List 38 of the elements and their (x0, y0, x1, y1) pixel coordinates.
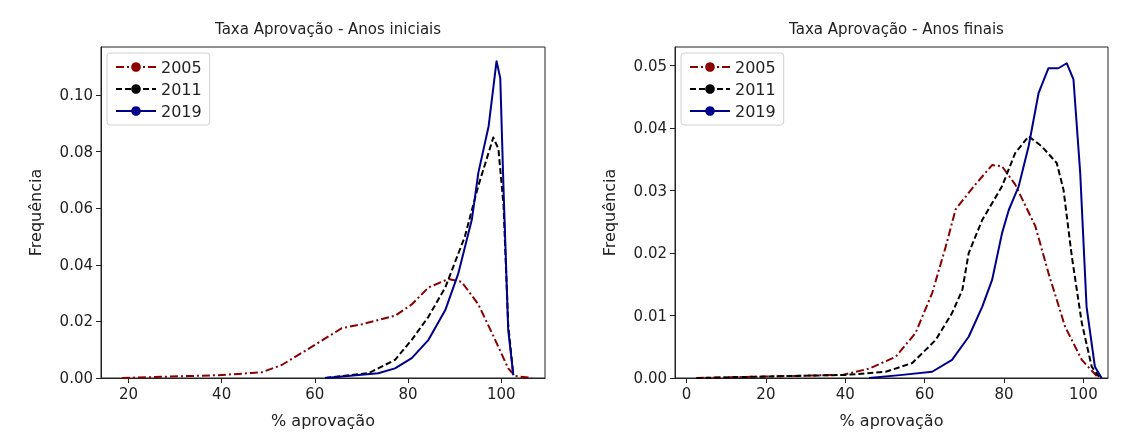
chart-title: Taxa Aprovação - Anos iniciais (213, 19, 442, 38)
x-tick-label: 80 (398, 384, 418, 403)
y-tick-label: 0.02 (59, 312, 93, 331)
x-tick-label: 100 (486, 384, 516, 403)
legend-label: 2011 (161, 79, 202, 99)
legend-label: 2019 (161, 101, 202, 121)
y-tick-label: 0.01 (633, 306, 667, 325)
y-tick-label: 0.04 (59, 255, 93, 274)
x-tick-label: 40 (835, 384, 855, 403)
x-tick-label: 20 (756, 384, 776, 403)
line-series (324, 60, 515, 379)
y-tick-label: 0.05 (633, 56, 667, 75)
legend-label: 2011 (735, 79, 776, 99)
y-axis-title: Frequência (599, 168, 619, 257)
y-tick-label: 0.03 (633, 181, 667, 200)
y-tick-label: 0.00 (59, 369, 93, 387)
x-axis-title: % aprovação (271, 410, 375, 430)
legend-label: 2005 (161, 57, 202, 77)
x-tick-label: 20 (118, 384, 139, 403)
legend-label: 2019 (735, 101, 776, 121)
y-tick-label: 0.08 (59, 142, 93, 161)
x-tick-label: 40 (212, 384, 232, 403)
x-tick-label: 60 (915, 384, 935, 403)
x-tick-label: 0 (681, 384, 692, 403)
x-axis-title: % aprovação (839, 410, 944, 430)
y-tick-label: 0.06 (59, 199, 93, 218)
y-tick-label: 0.10 (59, 86, 93, 105)
legend-label: 2005 (735, 57, 776, 77)
chart-title: Taxa Aprovação - Anos finais (788, 19, 1005, 38)
y-tick-label: 0.00 (633, 369, 667, 387)
y-axis-title: Frequência (25, 168, 45, 257)
x-tick-label: 80 (994, 384, 1014, 403)
x-tick-label: 100 (1069, 384, 1098, 403)
line-series (868, 62, 1103, 379)
y-tick-label: 0.04 (633, 119, 667, 138)
y-tick-label: 0.02 (633, 244, 667, 263)
x-tick-label: 60 (305, 384, 325, 403)
line-series (120, 277, 533, 379)
